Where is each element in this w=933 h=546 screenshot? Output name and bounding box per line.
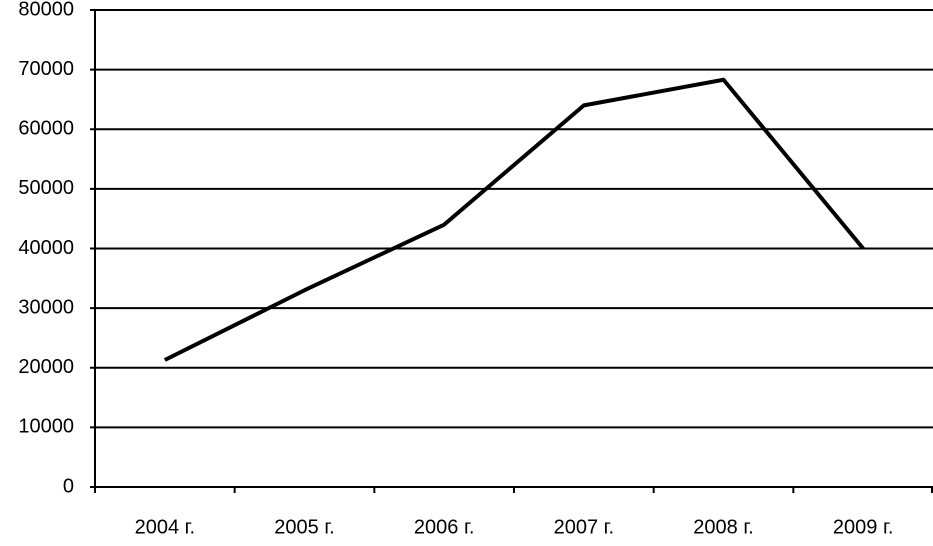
data-line <box>163 77 865 362</box>
y-tick-label: 70000 <box>18 58 74 80</box>
y-tick-label: 10000 <box>18 416 74 438</box>
x-tick-label: 2008 г. <box>693 516 753 538</box>
y-tick-label: 30000 <box>18 296 74 318</box>
y-tick-label: 50000 <box>18 177 74 199</box>
x-tick-label: 2004 г. <box>135 516 195 538</box>
x-tick-label: 2009 г. <box>833 516 893 538</box>
y-tick-label: 40000 <box>18 237 74 259</box>
y-tick-label: 20000 <box>18 356 74 378</box>
x-tick-label: 2006 г. <box>414 516 474 538</box>
y-tick-label: 60000 <box>18 118 74 140</box>
y-tick-label: 0 <box>63 475 74 497</box>
y-tick-label: 80000 <box>18 0 74 20</box>
x-tick-label: 2007 г. <box>554 516 614 538</box>
x-tick-label: 2005 г. <box>274 516 334 538</box>
